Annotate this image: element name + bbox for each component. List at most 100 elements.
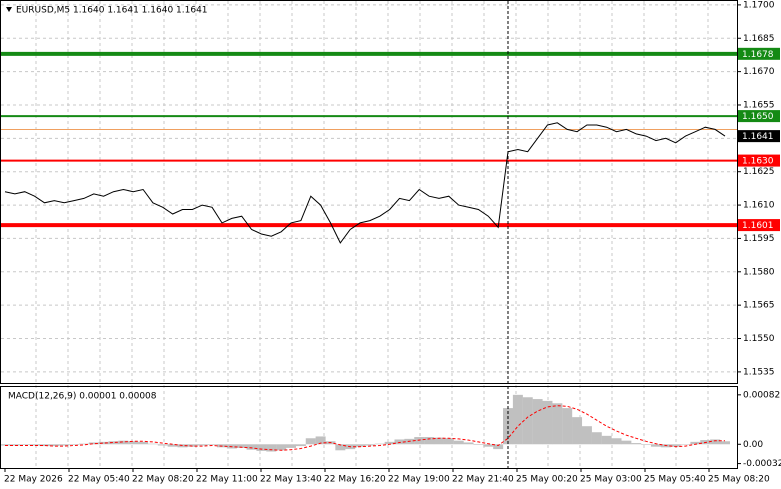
x-tick-label: 22 May 21:40 bbox=[452, 475, 514, 485]
histogram-bar bbox=[9, 444, 20, 446]
x-tick-label: 22 May 16:20 bbox=[324, 475, 386, 485]
histogram-bar bbox=[463, 442, 474, 445]
y-tick-label: 1.1580 bbox=[743, 267, 775, 277]
histogram-bar bbox=[483, 444, 494, 447]
histogram-bar bbox=[29, 444, 40, 446]
level-label: 1.1650 bbox=[742, 112, 774, 122]
histogram-bar bbox=[473, 444, 484, 445]
histogram-bar bbox=[631, 443, 642, 445]
x-tick-label: 22 May 19:00 bbox=[388, 475, 450, 485]
histogram-bar bbox=[118, 440, 129, 445]
x-tick-label: 22 May 11:00 bbox=[196, 475, 258, 485]
histogram-bar bbox=[364, 444, 375, 446]
histogram-bar bbox=[650, 444, 661, 447]
histogram-bar bbox=[295, 444, 306, 447]
histogram-bar bbox=[286, 444, 297, 448]
y-tick-label: 1.1700 bbox=[743, 0, 775, 10]
level-label-box bbox=[738, 154, 780, 167]
menu-arrow bbox=[6, 7, 12, 12]
y-tick-label: 0.00082 bbox=[743, 390, 780, 400]
histogram-bar bbox=[542, 400, 553, 445]
histogram-bar bbox=[69, 444, 80, 445]
histogram-bar bbox=[424, 437, 435, 445]
y-tick-label: 1.1655 bbox=[743, 100, 775, 110]
level-label-box bbox=[738, 110, 780, 123]
x-tick-label: 22 May 13:40 bbox=[260, 475, 322, 485]
y-tick-label: 1.1550 bbox=[743, 334, 775, 344]
histogram-bar bbox=[236, 444, 247, 448]
x-tick-label: 25 May 03:00 bbox=[580, 475, 642, 485]
histogram-bar bbox=[0, 444, 10, 446]
histogram-bar bbox=[246, 444, 257, 450]
histogram-bar bbox=[433, 437, 444, 445]
histogram-bar bbox=[78, 443, 89, 445]
histogram-bar bbox=[19, 444, 30, 445]
grid bbox=[1, 1, 738, 468]
histogram-bar bbox=[128, 441, 139, 445]
histogram-bar bbox=[157, 444, 168, 446]
histogram-bar bbox=[167, 444, 178, 447]
histogram-bar bbox=[187, 444, 198, 447]
x-tick-label: 25 May 05:40 bbox=[644, 475, 706, 485]
x-tick-label: 22 May 2026 bbox=[4, 475, 63, 485]
histogram-bar bbox=[266, 444, 277, 452]
histogram-bar bbox=[552, 403, 563, 445]
histogram-bar bbox=[49, 444, 60, 447]
histogram-bar bbox=[601, 435, 612, 445]
y-tick-label: 1.1625 bbox=[743, 167, 775, 177]
histogram-bar bbox=[680, 444, 691, 445]
level-label: 1.1601 bbox=[742, 221, 774, 231]
y-tick-label: 0.00 bbox=[743, 440, 763, 450]
macd-frame bbox=[0, 386, 738, 469]
current-price-label: 1.1641 bbox=[742, 132, 774, 142]
current-price-box bbox=[738, 130, 780, 143]
macd-title: MACD(12,26,9) 0.00001 0.00008 bbox=[8, 392, 157, 402]
histogram-bar bbox=[453, 440, 464, 445]
histogram-bar bbox=[355, 444, 366, 447]
histogram-bar bbox=[581, 426, 592, 445]
histogram-bar bbox=[335, 444, 346, 451]
histogram-bar bbox=[197, 444, 208, 446]
histogram-bar bbox=[305, 438, 316, 445]
x-tick-label: 22 May 05:40 bbox=[68, 475, 130, 485]
chart-title: EURUSD,M5 1.1640 1.1641 1.1640 1.1641 bbox=[16, 6, 208, 16]
y-tick-label: 1.1565 bbox=[743, 301, 775, 311]
y-tick-label: 1.1610 bbox=[743, 201, 775, 211]
x-tick-label: 22 May 08:20 bbox=[132, 475, 194, 485]
histogram-bar bbox=[256, 444, 267, 451]
histogram-bar bbox=[710, 439, 721, 445]
price-frame bbox=[0, 0, 738, 384]
histogram-bar bbox=[39, 444, 50, 447]
histogram-bar bbox=[621, 440, 632, 445]
histogram-bar bbox=[394, 439, 405, 445]
histogram-bar bbox=[98, 441, 109, 445]
histogram-bar bbox=[641, 444, 652, 445]
histogram-bar bbox=[562, 408, 573, 445]
histogram-bar bbox=[88, 442, 99, 445]
y-tick-label: -0.00032 bbox=[743, 459, 781, 469]
histogram-bar bbox=[59, 444, 70, 446]
histogram-bar bbox=[443, 438, 454, 445]
histogram-bar bbox=[720, 441, 730, 445]
x-tick-label: 25 May 08:20 bbox=[708, 475, 770, 485]
histogram-bar bbox=[384, 441, 395, 445]
level-label: 1.1630 bbox=[742, 157, 774, 167]
histogram-bar bbox=[414, 437, 425, 445]
histogram-bar bbox=[108, 441, 119, 445]
histogram-bar bbox=[512, 394, 523, 445]
marks bbox=[0, 51, 738, 452]
histogram-bar bbox=[147, 443, 158, 445]
histogram-bar bbox=[532, 399, 543, 445]
histogram-bar bbox=[493, 444, 504, 450]
y-tick-label: 1.1685 bbox=[743, 34, 775, 44]
level-label-box bbox=[738, 47, 780, 60]
signal-line bbox=[5, 405, 725, 451]
histogram-bar bbox=[374, 443, 385, 445]
histogram-bar bbox=[572, 417, 583, 445]
y-tick-label: 1.1670 bbox=[743, 67, 775, 77]
x-tick-label: 25 May 00:20 bbox=[516, 475, 578, 485]
y-tick-label: 1.1535 bbox=[743, 367, 775, 377]
histogram-bar bbox=[591, 432, 602, 445]
price-line bbox=[4, 122, 726, 244]
